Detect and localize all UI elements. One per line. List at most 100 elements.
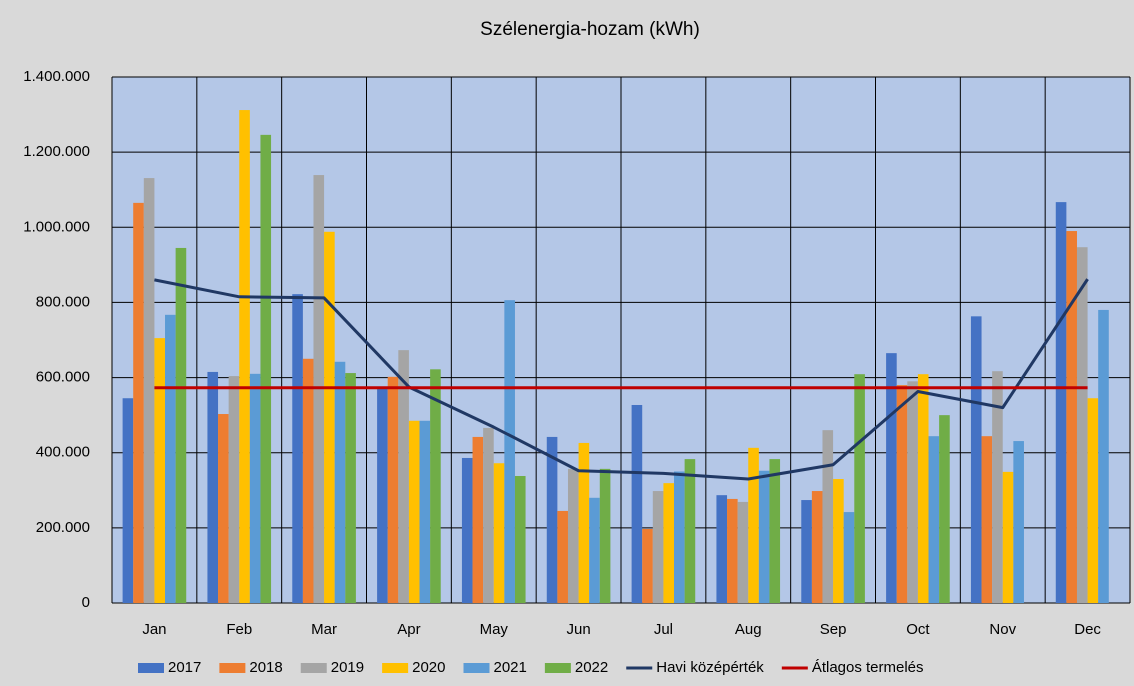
bar	[599, 468, 611, 603]
x-tick-label: Oct	[906, 621, 930, 638]
legend-label: 2017	[168, 659, 201, 676]
x-tick-label: Apr	[397, 621, 420, 638]
legend-swatch	[219, 663, 246, 673]
legend-label: 2019	[331, 659, 364, 676]
bar	[249, 373, 261, 603]
bar	[461, 457, 473, 603]
y-tick-label: 800.000	[36, 293, 90, 310]
legend-label: 2022	[575, 659, 608, 676]
x-tick-label: Jun	[566, 621, 590, 638]
bar	[408, 420, 420, 603]
x-tick-label: Sep	[820, 621, 847, 638]
legend-swatch	[138, 663, 164, 673]
chart-title: Szélenergia-hozam (kWh)	[480, 19, 700, 40]
bar	[684, 459, 696, 603]
bar	[737, 501, 749, 603]
bar	[928, 436, 940, 603]
bar	[504, 300, 515, 603]
x-tick-label: Jul	[654, 621, 673, 638]
x-tick-label: Mar	[311, 621, 337, 638]
bar	[324, 231, 335, 603]
bar	[769, 459, 781, 603]
bar	[122, 398, 134, 603]
bar	[674, 471, 685, 603]
bar	[228, 376, 240, 603]
legend-swatch	[544, 663, 571, 673]
bar	[377, 388, 388, 603]
bar	[843, 512, 855, 603]
bar	[854, 374, 865, 603]
bar	[992, 371, 1003, 603]
bar	[833, 479, 844, 603]
bar	[398, 350, 409, 603]
bar	[302, 358, 314, 603]
bar	[578, 442, 590, 603]
y-tick-label: 600.000	[36, 369, 90, 386]
bar	[939, 415, 950, 603]
bar	[334, 361, 346, 603]
legend-label: Havi középérték	[656, 659, 764, 676]
bar	[1066, 231, 1077, 604]
bar	[1002, 471, 1014, 603]
y-tick-label: 1.000.000	[23, 218, 90, 235]
bar	[970, 316, 982, 603]
legend-swatch	[463, 663, 490, 673]
line-series	[154, 278, 1089, 481]
legend-label: 2020	[412, 659, 445, 676]
bar	[652, 491, 664, 603]
bar	[514, 476, 526, 603]
bar	[557, 510, 568, 603]
bar	[886, 353, 897, 603]
bar	[207, 371, 219, 603]
bar	[493, 463, 505, 603]
bar	[143, 178, 155, 603]
bar	[589, 497, 600, 603]
bar	[1055, 202, 1067, 603]
bar	[133, 202, 144, 603]
legend-label: Átlagos termelés	[812, 659, 924, 676]
bar	[663, 483, 675, 603]
legend-swatch	[300, 663, 327, 673]
bar	[218, 414, 229, 603]
bar	[1087, 398, 1099, 603]
bar	[1076, 247, 1088, 603]
bar	[154, 338, 166, 603]
bar	[631, 404, 643, 603]
x-tick-label: Dec	[1074, 621, 1101, 638]
y-tick-label: 0	[82, 594, 90, 611]
bar	[472, 436, 484, 603]
bar	[917, 374, 929, 603]
legend-label: 2018	[249, 659, 282, 676]
bar	[907, 381, 918, 603]
legend-swatch	[382, 663, 409, 673]
bar	[811, 491, 823, 603]
bar	[727, 498, 738, 603]
bar	[801, 500, 812, 603]
bar	[981, 436, 993, 603]
bar	[239, 110, 250, 603]
x-tick-label: Feb	[226, 621, 252, 638]
y-tick-label: 1.400.000	[23, 68, 90, 85]
x-tick-label: Nov	[989, 621, 1016, 638]
bar	[822, 430, 834, 603]
bar	[483, 427, 494, 603]
x-tick-label: Jan	[142, 621, 166, 638]
bar	[567, 468, 579, 603]
bar	[642, 528, 653, 603]
bar	[1098, 309, 1109, 603]
y-tick-label: 400.000	[36, 444, 90, 461]
bar	[896, 385, 908, 603]
bar	[716, 495, 728, 603]
bar	[260, 134, 272, 604]
bar	[387, 376, 399, 603]
legend-label: 2021	[494, 659, 527, 676]
bar	[546, 436, 558, 603]
x-tick-label: Aug	[735, 621, 762, 638]
bar	[165, 314, 176, 603]
bar	[345, 373, 356, 603]
bar	[430, 369, 441, 603]
bar	[419, 420, 431, 603]
bar	[1013, 441, 1024, 603]
y-tick-label: 1.200.000	[23, 143, 90, 160]
